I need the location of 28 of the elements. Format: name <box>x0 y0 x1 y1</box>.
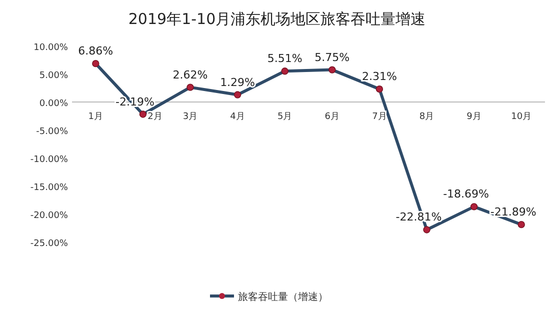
x-tick-label: 4月 <box>230 112 245 122</box>
data-label: 5.75% <box>314 50 350 64</box>
data-label: -18.69% <box>443 188 490 201</box>
y-tick-label: -15.00% <box>30 183 68 193</box>
data-label: 2.31% <box>362 70 397 84</box>
data-label: -21.89% <box>490 206 536 219</box>
x-tick-label: 7月 <box>372 112 387 122</box>
y-tick-label: -10.00% <box>30 155 68 165</box>
x-tick-label: 1月 <box>88 112 104 122</box>
y-tick-label: -5.00% <box>36 127 68 137</box>
legend-label: 旅客吞吐量（增速） <box>238 291 328 303</box>
y-tick-label: 5.00% <box>39 71 68 81</box>
x-tick-label: 9月 <box>466 112 482 122</box>
data-label: 5.51% <box>267 52 302 66</box>
y-tick-label: -20.00% <box>30 211 68 221</box>
y-tick-label: 10.00% <box>34 43 68 53</box>
chart-title: 2019年1-10月浦东机场地区旅客吞吐量增速 <box>128 10 426 28</box>
x-tick-label: 8月 <box>419 112 434 122</box>
data-label: 2.62% <box>172 68 208 82</box>
y-tick-label: 0.00% <box>39 99 68 109</box>
x-tick-label: 2月 <box>148 112 162 122</box>
x-tick-label: 3月 <box>182 112 198 122</box>
x-tick-label: 5月 <box>277 112 292 122</box>
data-label: 1.29% <box>220 76 256 89</box>
y-tick-label: -25.00% <box>30 239 68 249</box>
x-tick-label: 10月 <box>511 112 532 122</box>
data-label: 6.86% <box>78 44 114 58</box>
x-tick-label: 6月 <box>324 112 340 122</box>
